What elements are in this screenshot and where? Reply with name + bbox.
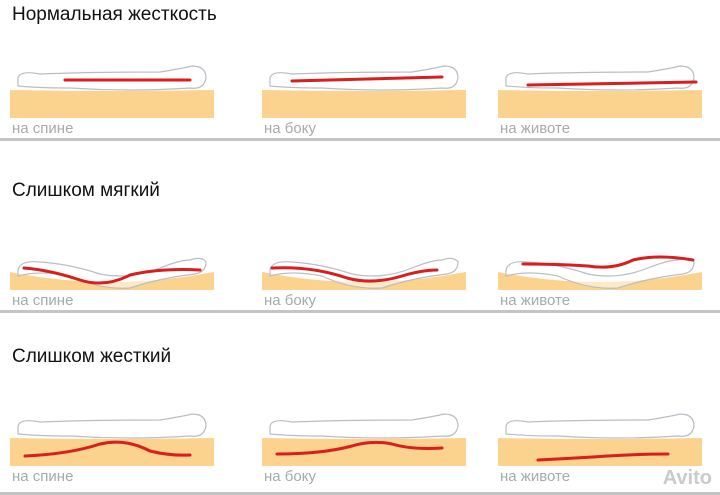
spine-line	[275, 440, 444, 456]
posture-panel: на спине	[10, 406, 220, 486]
body-outline	[269, 257, 459, 289]
position-label: на животе	[500, 292, 571, 309]
position-label: на спине	[12, 468, 74, 485]
position-label: на боку	[264, 468, 316, 485]
section-divider	[0, 310, 720, 313]
mattress	[262, 438, 466, 466]
posture-panel: на боку	[262, 230, 472, 310]
position-label: на спине	[12, 292, 74, 309]
posture-panel: на спине	[10, 58, 220, 138]
spine-line	[521, 255, 695, 269]
spine-line	[22, 266, 202, 285]
mattress	[498, 438, 702, 466]
spine-line	[290, 75, 444, 83]
body-outline	[17, 413, 207, 439]
position-label: на животе	[500, 468, 571, 485]
mattress	[10, 272, 214, 290]
body-outline	[505, 65, 695, 91]
spine-line	[526, 80, 698, 87]
posture-panel: на животе	[498, 406, 708, 486]
posture-panel: на спине	[10, 230, 220, 310]
mattress	[10, 438, 214, 466]
posture-panel: на боку	[262, 406, 472, 486]
mattress	[262, 90, 466, 118]
posture-panel: на животе	[498, 58, 708, 138]
posture-panel: на животе	[498, 230, 708, 310]
mattress	[10, 90, 214, 118]
body-outline	[269, 413, 459, 439]
section-title: Слишком жесткий	[12, 346, 172, 367]
body-outline	[505, 413, 695, 439]
position-label: на боку	[264, 292, 316, 309]
avito-watermark: Avito	[662, 467, 712, 489]
posture-panel: на боку	[262, 58, 472, 138]
section-divider	[0, 138, 720, 141]
position-label: на боку	[264, 120, 316, 137]
spine-line	[23, 440, 192, 458]
position-label: на животе	[500, 120, 571, 137]
mattress	[498, 272, 702, 290]
body-outline	[17, 65, 207, 91]
mattress	[498, 90, 702, 118]
spine-line	[536, 452, 670, 462]
mattress	[262, 272, 466, 290]
spine-line	[270, 266, 439, 283]
section-title: Слишком мягкий	[12, 180, 160, 201]
section-title: Нормальная жесткость	[12, 4, 217, 25]
body-outline	[17, 257, 207, 289]
position-label: на спине	[12, 120, 74, 137]
